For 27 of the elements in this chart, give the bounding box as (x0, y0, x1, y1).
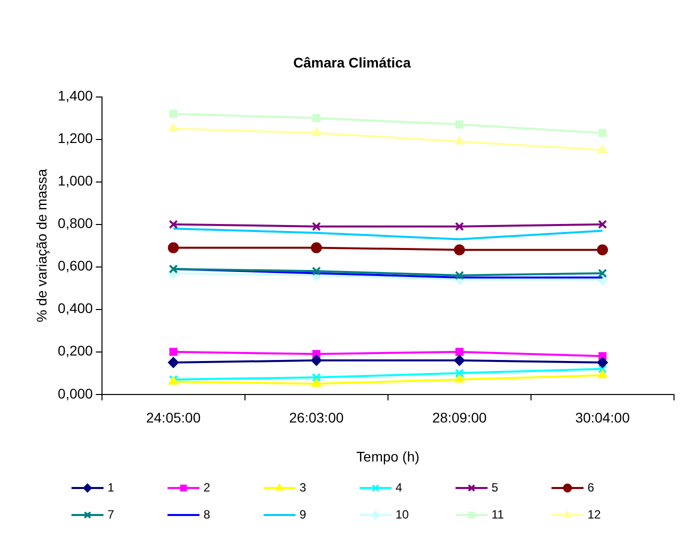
y-tick-label: 0,400 (58, 300, 94, 316)
legend-label: 9 (300, 507, 306, 522)
y-tick-label: 0,200 (58, 342, 94, 359)
y-axis-title: % de variação de massa (33, 168, 50, 322)
legend-label: 6 (588, 480, 594, 494)
legend-label: 1 (108, 480, 114, 494)
y-tick-label: 1,200 (58, 130, 94, 146)
y-tick-label: 0,600 (58, 258, 94, 274)
y-tick-label: 1,000 (58, 172, 94, 189)
y-tick-label: 0,000 (58, 385, 94, 402)
legend-label: 3 (300, 480, 306, 494)
legend-label: 5 (492, 480, 498, 494)
legend-label: 8 (204, 507, 210, 522)
y-tick-label: 0,800 (58, 215, 94, 232)
y-tick-label: 1,400 (58, 88, 94, 104)
legend-label: 10 (396, 507, 410, 522)
legend-label: 7 (108, 507, 114, 522)
x-tick-label: 30:04:00 (575, 410, 630, 426)
legend-label: 11 (492, 507, 504, 522)
x-tick-label: 26:03:00 (289, 410, 344, 426)
legend-label: 4 (396, 480, 402, 494)
chart-title: Câmara Climática (293, 54, 411, 70)
x-tick-label: 24:05:00 (146, 410, 201, 426)
legend-label: 2 (204, 480, 210, 494)
x-tick-label: 28:09:00 (432, 410, 487, 426)
legend-label: 12 (588, 507, 602, 522)
x-axis-title: Tempo (h) (356, 448, 420, 464)
